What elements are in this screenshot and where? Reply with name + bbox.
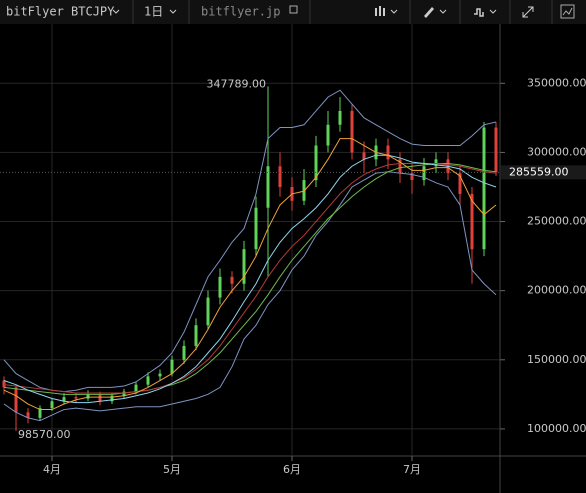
dropdown-icon [390,9,398,14]
compare-icon[interactable] [560,4,575,19]
interval[interactable]: 1日 [144,5,163,19]
candle-body [98,394,102,402]
y-tick-label: 350000.00 [527,76,586,89]
y-tick-label: 250000.00 [527,215,586,228]
y-tick-label: 200000.00 [527,284,586,297]
candle-body [110,395,114,402]
candle-body [146,376,150,385]
y-tick-label: 150000.00 [527,353,586,366]
candle-body [182,345,186,360]
indicator-line [3,138,497,411]
candle-body [434,159,438,167]
candle-body [74,397,78,399]
last-price-label: 285559.00 [509,165,569,178]
last-price-box [501,165,586,180]
candle-body [170,359,174,374]
indicator-line [3,89,497,393]
candle-body [86,394,90,399]
candle-body [386,145,390,160]
candle-body [242,249,246,284]
copy-icon[interactable] [289,5,298,14]
plot-area [0,24,500,456]
indicator-line [3,154,497,404]
candle-body [230,276,234,284]
candle-body [326,124,330,146]
candle-body [38,408,42,418]
candle-body [26,412,30,418]
indicator-icon[interactable] [474,8,484,17]
dropdown-icon [489,9,497,14]
candle-body [218,276,222,298]
x-tick-label: 6月 [283,463,301,476]
y-tick-label: 300000.00 [527,145,586,158]
dropdown-icon [169,9,177,14]
candle-body [422,166,426,181]
candle-body [410,173,414,181]
symbol[interactable]: bitFlyer BTCJPY [6,5,115,19]
x-tick-label: 4月 [43,463,61,476]
candle-body [122,391,126,396]
candle-body [494,127,498,173]
candle-body [398,159,402,174]
y-tick-label: 100000.00 [527,422,586,435]
candle-body [470,193,474,250]
candle-body [2,380,6,388]
candle-body [50,401,54,409]
bars-icon[interactable] [375,6,385,16]
extreme-label: 98570.00 [18,428,71,441]
compare-icon-line [562,7,573,16]
toolbar: bitFlyer BTCJPY 1日 bitflyer.jp [0,0,586,24]
candle-body [482,127,486,250]
candle-body [14,387,18,413]
fullscreen-icon[interactable] [522,6,534,18]
candle-body [194,325,198,346]
toolbar-bg [0,0,586,24]
x-tick-label: 7月 [403,463,421,476]
indicator-line [3,162,497,395]
candle-body [158,373,162,377]
extreme-label: 347789.00 [207,77,267,90]
candle-body [338,110,342,125]
x-tick-label: 5月 [163,463,181,476]
candle-body [314,145,318,181]
candle-body [62,397,66,402]
dropdown-icon [112,9,120,14]
candle-body [266,166,270,208]
source[interactable]: bitflyer.jp [201,5,280,19]
candle-body [134,384,138,392]
candle-body [206,297,210,326]
indicator-line [3,171,497,422]
draw-icon[interactable] [424,7,434,18]
candle-body [350,110,354,153]
dropdown-icon [439,9,447,14]
candle-body [362,152,366,160]
indicator-line [3,162,497,394]
candle-body [278,166,282,187]
candle-body [458,173,462,194]
candle-body [254,207,258,250]
